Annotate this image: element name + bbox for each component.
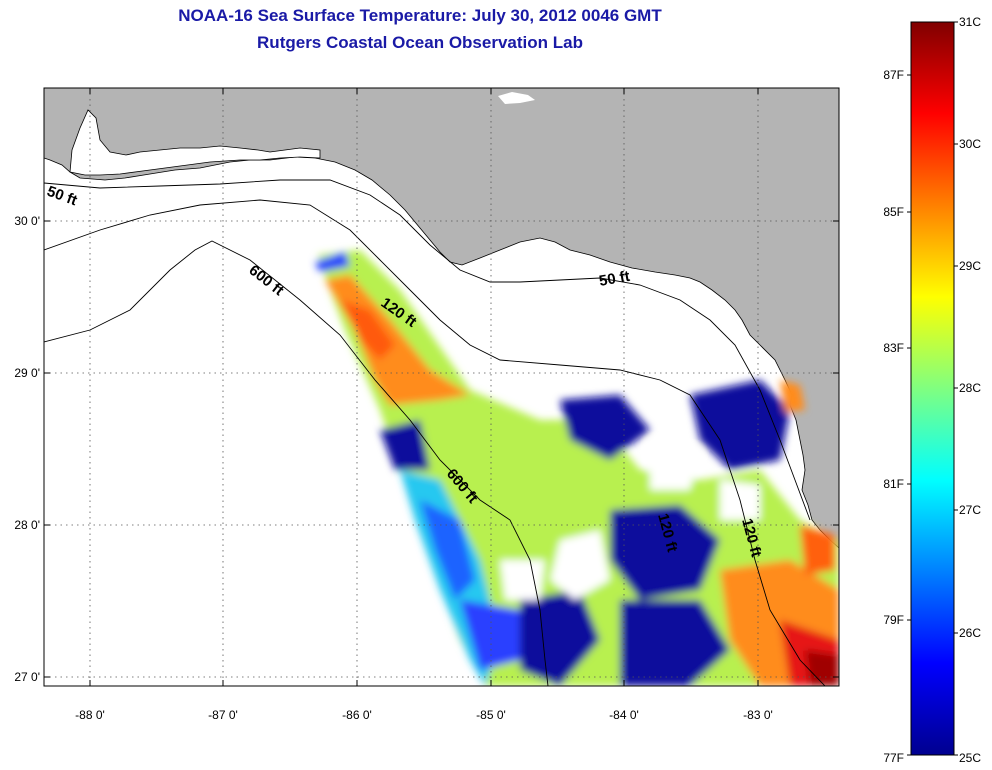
lon-tick-label: -85 0': [476, 708, 506, 722]
latitude-labels: 30 0' 29 0' 28 0' 27 0': [14, 214, 40, 684]
longitude-labels: -88 0' -87 0' -86 0' -85 0' -84 0' -83 0…: [75, 708, 773, 722]
lat-tick-label: 29 0': [14, 366, 40, 380]
fahrenheit-label: 83F: [883, 341, 904, 355]
contour-label: 50 ft: [598, 268, 631, 290]
fahrenheit-label: 87F: [883, 68, 904, 82]
lon-tick-label: -83 0': [743, 708, 773, 722]
tick-marks: [44, 88, 839, 686]
contour-50ft: [44, 179, 811, 521]
fahrenheit-label: 77F: [883, 751, 904, 765]
contour-120ft: [44, 199, 826, 686]
celsius-label: 30C: [959, 137, 981, 151]
colorbar-celsius-labels: 31C 30C 29C 28C 27C 26C 25C: [959, 15, 981, 765]
lake: [498, 92, 535, 104]
celsius-label: 26C: [959, 626, 981, 640]
fahrenheit-label: 81F: [883, 477, 904, 491]
celsius-label: 25C: [959, 751, 981, 765]
map-title: NOAA-16 Sea Surface Temperature: July 30…: [178, 6, 662, 25]
colorbar: [910, 21, 955, 756]
lon-tick-label: -84 0': [609, 708, 639, 722]
celsius-label: 31C: [959, 15, 981, 29]
celsius-label: 27C: [959, 503, 981, 517]
grid-lines: [44, 88, 839, 686]
lat-tick-label: 27 0': [14, 670, 40, 684]
bay-water: [69, 109, 321, 176]
colorbar-ticks: [907, 21, 958, 756]
lon-tick-label: -86 0': [342, 708, 372, 722]
map-subtitle: Rutgers Coastal Ocean Observation Lab: [257, 33, 583, 52]
lon-tick-label: -88 0': [75, 708, 105, 722]
land-mass: [44, 88, 839, 549]
fahrenheit-label: 79F: [883, 613, 904, 627]
celsius-label: 28C: [959, 381, 981, 395]
depth-contours: [44, 179, 826, 686]
colorbar-fahrenheit-labels: 87F 85F 83F 81F 79F 77F: [883, 68, 904, 765]
contour-600ft: [44, 240, 549, 686]
lat-tick-label: 28 0': [14, 518, 40, 532]
celsius-label: 29C: [959, 259, 981, 273]
lat-tick-label: 30 0': [14, 214, 40, 228]
sst-swath: [315, 250, 839, 686]
map-border: [43, 87, 840, 687]
fahrenheit-label: 85F: [883, 205, 904, 219]
lon-tick-label: -87 0': [208, 708, 238, 722]
